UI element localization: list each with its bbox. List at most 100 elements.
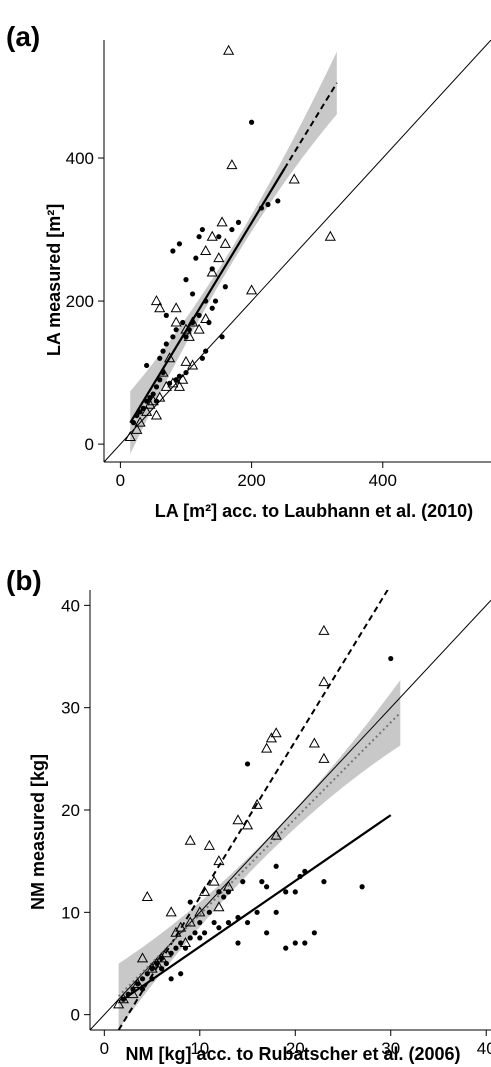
data-point-circle bbox=[189, 319, 196, 326]
data-point-circle bbox=[248, 119, 255, 125]
data-point-circle bbox=[178, 971, 184, 977]
confidence-band bbox=[118, 680, 401, 1029]
data-point-triangle bbox=[170, 302, 182, 313]
data-point-circle bbox=[187, 899, 193, 905]
data-point-triangle bbox=[132, 977, 144, 988]
data-point-triangle bbox=[261, 742, 273, 753]
panel-label-b: (b) bbox=[6, 565, 42, 596]
y-tick-label: 0 bbox=[71, 1006, 80, 1025]
data-point-circle bbox=[180, 319, 186, 326]
data-point-circle bbox=[229, 226, 235, 233]
data-point-triangle bbox=[193, 323, 205, 334]
data-point-circle bbox=[160, 348, 166, 354]
data-point-circle bbox=[192, 930, 198, 936]
data-point-triangle bbox=[194, 906, 206, 917]
data-point-circle bbox=[144, 362, 150, 369]
one-to-one-line bbox=[104, 40, 491, 462]
data-point-triangle bbox=[177, 373, 189, 384]
data-point-triangle bbox=[150, 295, 163, 306]
x-tick-label: 30 bbox=[381, 1039, 400, 1058]
data-point-triangle bbox=[318, 624, 330, 635]
data-point-triangle bbox=[198, 885, 211, 896]
data-point-circle bbox=[173, 945, 179, 951]
one-to-one-line bbox=[90, 599, 491, 1030]
data-point-circle bbox=[283, 889, 289, 895]
data-point-circle bbox=[187, 935, 193, 941]
data-point-triangle bbox=[241, 819, 254, 830]
data-point-triangle bbox=[200, 244, 212, 255]
data-point-triangle bbox=[186, 316, 199, 327]
data-point-triangle bbox=[226, 159, 238, 170]
data-point-circle bbox=[149, 976, 155, 982]
data-point-circle bbox=[201, 930, 208, 936]
data-point-triangle bbox=[165, 906, 177, 917]
x-tick-label: 10 bbox=[190, 1039, 209, 1058]
data-point-triangle bbox=[180, 355, 192, 366]
data-point-circle bbox=[222, 284, 228, 290]
data-point-triangle bbox=[127, 988, 139, 999]
data-point-circle bbox=[134, 412, 140, 419]
data-point-triangle bbox=[245, 284, 258, 295]
data-point-circle bbox=[137, 409, 143, 415]
y-tick-label: 200 bbox=[66, 292, 94, 311]
data-point-triangle bbox=[160, 947, 172, 958]
data-point-circle bbox=[283, 945, 289, 951]
data-point-circle bbox=[264, 930, 270, 936]
data-point-circle bbox=[168, 976, 174, 982]
x-tick-label: 40 bbox=[477, 1039, 491, 1058]
data-point-circle bbox=[135, 981, 141, 987]
data-point-circle bbox=[197, 935, 203, 941]
data-point-triangle bbox=[203, 839, 215, 850]
x-axis-title-b: NM [kg] acc. to Rubatscher et al. (2006) bbox=[125, 1044, 460, 1064]
panel-b: (b) 0 10 20 30 40 0 10 20 30 40 NM [kg] acc. to R… bbox=[6, 565, 491, 1064]
plot-area-a: 0 200 400 0 200 400 bbox=[66, 40, 491, 490]
data-point-circle bbox=[139, 976, 146, 982]
data-point-circle bbox=[240, 879, 246, 885]
data-point-circle bbox=[302, 868, 308, 874]
data-point-circle bbox=[157, 377, 163, 383]
data-point-triangle bbox=[163, 352, 176, 363]
data-point-triangle bbox=[134, 416, 146, 427]
data-point-triangle bbox=[222, 880, 235, 891]
y-tick-label: 0 bbox=[85, 435, 94, 454]
data-point-circle bbox=[211, 919, 217, 926]
panel-label-a: (a) bbox=[6, 21, 40, 52]
data-point-circle bbox=[254, 909, 260, 915]
data-point-circle bbox=[150, 391, 156, 397]
data-point-circle bbox=[203, 348, 209, 354]
data-point-circle bbox=[203, 298, 209, 304]
data-point-triangle bbox=[206, 230, 218, 241]
data-point-triangle bbox=[113, 998, 125, 1009]
x-tick-label: 200 bbox=[237, 471, 265, 490]
data-point-triangle bbox=[213, 252, 225, 263]
data-point-circle bbox=[197, 919, 203, 926]
y-tick-label: 10 bbox=[61, 903, 80, 922]
data-point-circle bbox=[163, 312, 169, 318]
data-point-triangle bbox=[213, 855, 225, 866]
data-point-circle bbox=[199, 226, 205, 233]
data-point-circle bbox=[244, 919, 251, 926]
data-point-circle bbox=[235, 914, 241, 921]
data-point-circle bbox=[216, 234, 222, 240]
data-point-circle bbox=[183, 277, 189, 283]
data-point-triangle bbox=[270, 829, 282, 840]
data-point-circle bbox=[160, 369, 166, 376]
data-point-triangle bbox=[324, 230, 336, 241]
y-axis-title-b: NM measured [kg] bbox=[28, 754, 48, 910]
data-point-circle bbox=[225, 919, 232, 926]
data-point-circle bbox=[170, 334, 176, 340]
data-point-triangle bbox=[213, 901, 225, 912]
y-tick-label: 400 bbox=[66, 149, 94, 168]
data-point-triangle bbox=[141, 405, 153, 416]
data-point-triangle bbox=[170, 926, 182, 937]
data-point-triangle bbox=[208, 875, 220, 886]
data-point-triangle bbox=[179, 936, 192, 948]
data-point-circle bbox=[292, 940, 298, 946]
data-point-circle bbox=[212, 298, 219, 304]
data-point-circle bbox=[273, 863, 279, 869]
data-point-triangle bbox=[184, 834, 196, 845]
data-point-triangle bbox=[288, 173, 300, 184]
data-point-circle bbox=[302, 940, 308, 946]
data-point-circle bbox=[193, 255, 199, 261]
